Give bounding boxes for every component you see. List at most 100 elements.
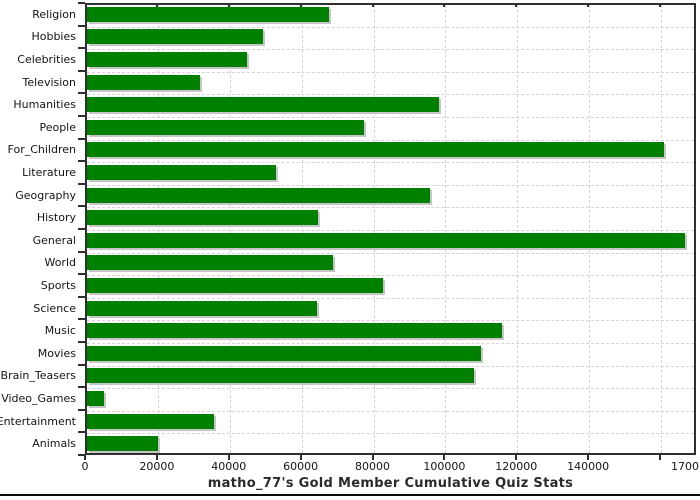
category-label: Hobbies <box>31 30 76 44</box>
gridline-horizontal <box>87 26 694 28</box>
gridline-horizontal <box>87 71 694 73</box>
x-axis-tick-bottom <box>155 455 158 460</box>
bar-humanities <box>87 97 440 113</box>
category-label: Geography <box>15 188 76 202</box>
x-axis-tick-top <box>155 3 158 7</box>
x-axis-tick-bottom <box>299 455 302 460</box>
x-axis-tick-bottom <box>587 455 590 460</box>
x-tick-label: 0 <box>81 460 89 473</box>
x-axis-tick-top <box>227 3 230 7</box>
gridline-vertical <box>589 5 591 453</box>
x-axis-tick-bottom <box>371 455 374 460</box>
bar-movies <box>87 345 482 361</box>
y-axis-tick <box>78 273 85 276</box>
category-label: Brain_Teasers <box>0 369 76 383</box>
category-label: Television <box>22 75 77 89</box>
bar-video_games <box>87 391 104 406</box>
y-axis-tick <box>78 24 85 27</box>
category-label: Music <box>44 324 76 338</box>
x-tick-label: 100000 <box>423 460 466 473</box>
gridline-horizontal <box>87 162 694 164</box>
bar-science <box>87 300 317 316</box>
category-label: General <box>32 233 76 247</box>
bar-television <box>87 74 200 90</box>
y-axis-tick <box>78 160 85 163</box>
gridline-vertical <box>157 5 159 453</box>
x-tick-label: 20000 <box>139 460 175 473</box>
x-axis-tick-top <box>587 3 590 7</box>
bar-sports <box>87 278 384 293</box>
bar-religion <box>87 6 330 22</box>
gridline-vertical <box>229 5 231 453</box>
gridline-vertical <box>661 5 663 453</box>
gridline-horizontal <box>87 297 694 299</box>
x-axis-tick-bottom <box>84 455 86 460</box>
y-axis-tick <box>78 92 85 95</box>
gridline-horizontal <box>87 117 694 118</box>
y-axis-tick <box>78 318 85 321</box>
x-axis-tick-top <box>371 3 374 7</box>
gridline-horizontal <box>87 275 694 277</box>
bar-animals <box>87 436 158 452</box>
y-axis-tick <box>78 295 85 298</box>
category-label: Animals <box>32 437 76 451</box>
bar-world <box>87 255 333 271</box>
x-axis-tick-top <box>443 3 446 7</box>
bar-for_children <box>87 142 664 158</box>
category-label: For_Children <box>7 143 76 157</box>
category-label: Literature <box>22 166 76 179</box>
x-tick-label: 60000 <box>283 460 319 473</box>
y-axis-tick <box>78 69 85 72</box>
bar-celebrities <box>87 52 247 67</box>
gridline-horizontal <box>87 139 694 141</box>
y-axis-tick <box>78 137 85 140</box>
y-axis-tick <box>78 431 85 434</box>
chart-title: matho_77's Gold Member Cumulative Quiz S… <box>207 476 574 491</box>
gridline-horizontal <box>87 410 694 412</box>
x-axis-tick-bottom <box>443 455 446 460</box>
bar-entertainment <box>87 413 215 429</box>
y-axis-tick <box>78 115 85 117</box>
bottom-border-line <box>0 494 700 496</box>
x-axis-tick-top <box>515 3 518 7</box>
plot-area <box>85 3 696 455</box>
y-axis-tick <box>78 250 85 253</box>
gridline-horizontal <box>87 207 694 209</box>
gridline-horizontal <box>87 230 694 231</box>
y-axis-tick <box>78 205 85 208</box>
gridline-horizontal <box>87 433 694 435</box>
x-axis-tick-bottom <box>515 455 518 460</box>
bar-history <box>87 210 318 226</box>
x-axis-tick-top <box>659 3 662 7</box>
category-label: Celebrities <box>17 53 76 66</box>
category-label: Entertainment <box>0 414 76 428</box>
y-axis-tick <box>78 228 85 230</box>
y-axis-tick <box>78 2 85 4</box>
category-label: Science <box>33 301 76 315</box>
bar-general <box>87 232 686 248</box>
category-label: World <box>44 256 76 270</box>
gridline-horizontal <box>87 252 694 254</box>
y-axis-tick <box>78 182 85 185</box>
bar-literature <box>87 165 277 180</box>
bar-brain_teasers <box>87 368 474 384</box>
bar-hobbies <box>87 29 263 45</box>
gridline-horizontal <box>87 184 694 186</box>
gridline-horizontal <box>87 343 694 344</box>
category-label: Sports <box>40 279 76 292</box>
gridline-horizontal <box>87 49 694 51</box>
x-tick-label: 140000 <box>567 460 610 473</box>
gridline-vertical <box>445 5 447 453</box>
gridline-horizontal <box>87 388 694 390</box>
y-axis-tick <box>78 386 85 389</box>
y-axis-tick <box>78 47 85 50</box>
category-label: People <box>39 120 76 134</box>
category-label: History <box>36 211 76 225</box>
y-axis-tick <box>78 454 85 456</box>
bar-geography <box>87 187 430 203</box>
gridline-horizontal <box>87 94 694 96</box>
y-axis-tick <box>78 363 85 366</box>
y-axis-tick <box>78 408 85 411</box>
x-tick-label: 80000 <box>355 460 391 473</box>
